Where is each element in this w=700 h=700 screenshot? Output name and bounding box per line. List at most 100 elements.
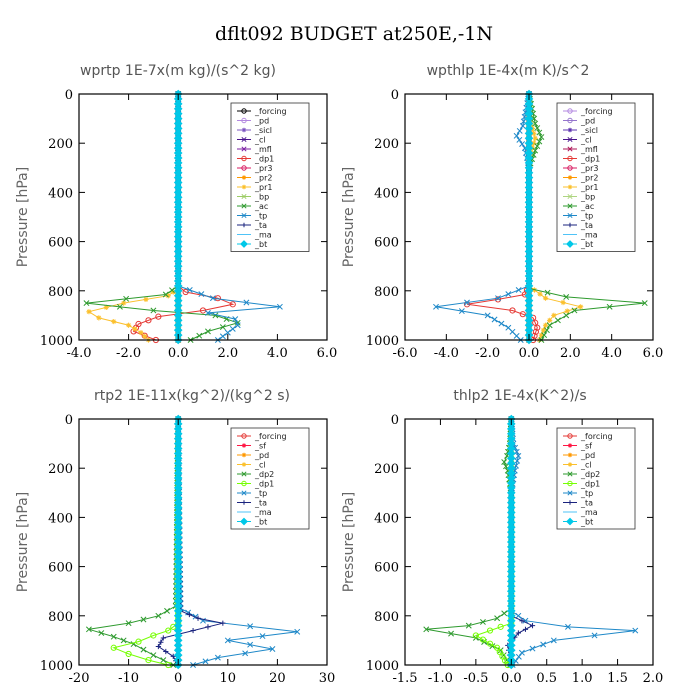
legend-entry: _sicl: [237, 126, 272, 135]
data-point: [479, 636, 487, 643]
x-tick-label: -20: [69, 671, 90, 686]
legend-marker: [241, 136, 247, 143]
data-point: [242, 650, 249, 657]
legend-label: _sicl: [580, 126, 598, 135]
x-tick-label: -4.0: [434, 346, 459, 361]
y-axis-label: Pressure [hPa]: [341, 167, 357, 267]
data-point: [532, 120, 539, 127]
data-point: [632, 627, 639, 634]
data-point: [110, 644, 117, 651]
data-point: [229, 325, 236, 332]
data-point: [547, 317, 553, 323]
legend-entry: _ma: [237, 508, 272, 517]
legend-entry: _mfl: [237, 145, 272, 154]
x-tick-label: 2.0: [560, 346, 581, 361]
y-tick-label: 200: [48, 462, 73, 477]
data-point: [162, 291, 169, 298]
legend-label: _dp1: [254, 480, 274, 489]
legend-label: _cl: [254, 136, 266, 145]
data-point: [140, 616, 147, 623]
data-point: [224, 329, 231, 336]
legend-marker: [567, 462, 573, 467]
data-point: [515, 630, 521, 636]
data-point: [578, 304, 584, 310]
x-tick-label: -0.5: [463, 671, 488, 686]
data-point: [536, 129, 543, 136]
data-point: [164, 607, 170, 614]
y-axis-label: Pressure [hPa]: [341, 492, 357, 592]
y-tick-label: 800: [374, 610, 399, 625]
data-point: [135, 638, 142, 645]
data-point: [125, 650, 132, 658]
legend-marker: [566, 240, 574, 248]
legend-label: _ta: [580, 221, 593, 230]
data-point: [150, 307, 157, 314]
data-point: [531, 130, 537, 136]
legend-entry: _bp: [563, 193, 595, 202]
data-point: [538, 134, 545, 141]
legend-marker: [241, 146, 247, 152]
legend-marker: [567, 155, 573, 162]
y-tick-label: 800: [48, 610, 73, 625]
data-point: [85, 626, 92, 633]
data-point: [532, 319, 539, 326]
legend-label: _bp: [580, 193, 595, 202]
data-point: [519, 141, 526, 147]
plot-frame: [404, 418, 654, 666]
data-point: [205, 624, 211, 630]
data-point: [243, 299, 250, 306]
legend-label: _dp1: [254, 155, 274, 164]
x-tick-label: -2.0: [116, 346, 141, 361]
plot-frame: [78, 93, 328, 341]
x-tick-label: 2.0: [643, 671, 664, 686]
legend-marker: [241, 165, 247, 171]
legend-label: _forcing: [254, 107, 287, 116]
legend-entry: _ma: [237, 231, 272, 240]
legend-entry: _ac: [563, 202, 594, 211]
data-point: [155, 313, 162, 320]
data-point: [247, 641, 254, 648]
legend-marker: [567, 184, 573, 190]
legend-label: _pd: [254, 117, 269, 126]
legend-label: _ac: [580, 202, 594, 211]
legend-label: _mfl: [254, 145, 272, 154]
legend-entry: _cl: [237, 136, 266, 145]
legend-label: _bt: [254, 240, 267, 249]
legend-label: _sf: [580, 442, 592, 451]
legend-entry: _pr2: [563, 174, 598, 183]
x-tick-label: -6.0: [392, 346, 417, 361]
data-point: [515, 612, 522, 619]
data-point: [209, 295, 216, 302]
legend-entry: _mfl: [563, 145, 598, 154]
series-bt: [173, 89, 183, 345]
data-point: [498, 320, 505, 327]
legend-label: _sicl: [254, 126, 272, 135]
panel-title: thlp2 1E-4x(K^2)/s: [453, 388, 586, 404]
y-tick-label: 1000: [40, 334, 73, 349]
series-bt: [524, 89, 534, 345]
legend-entry: _tp: [563, 212, 593, 221]
data-point: [202, 658, 209, 665]
legend-entry: _cl: [563, 461, 592, 470]
legend-entry: _dp2: [237, 470, 274, 479]
data-point: [123, 295, 130, 302]
x-tick-label: 1.0: [572, 671, 593, 686]
data-point: [513, 132, 520, 139]
legend-marker: [567, 433, 573, 439]
data-point: [212, 312, 219, 319]
data-point: [111, 318, 117, 325]
data-point: [509, 307, 516, 314]
legend-entry: _bt: [563, 240, 593, 249]
legend-label: _pd: [580, 451, 595, 460]
legend-label: _pr2: [580, 174, 598, 183]
data-point: [219, 324, 226, 331]
x-tick-label: -1.5: [392, 671, 417, 686]
legend-entry: _forcing: [237, 432, 287, 441]
x-tick-label: -4.0: [66, 346, 91, 361]
legend-marker: [567, 146, 573, 152]
x-tick-label: -1.0: [428, 671, 453, 686]
legend-entry: _bt: [237, 518, 267, 527]
data-point: [540, 327, 547, 333]
data-point: [542, 295, 549, 301]
panel-title: wprtp 1E-7x(m kg)/(s^2 kg): [80, 63, 276, 79]
